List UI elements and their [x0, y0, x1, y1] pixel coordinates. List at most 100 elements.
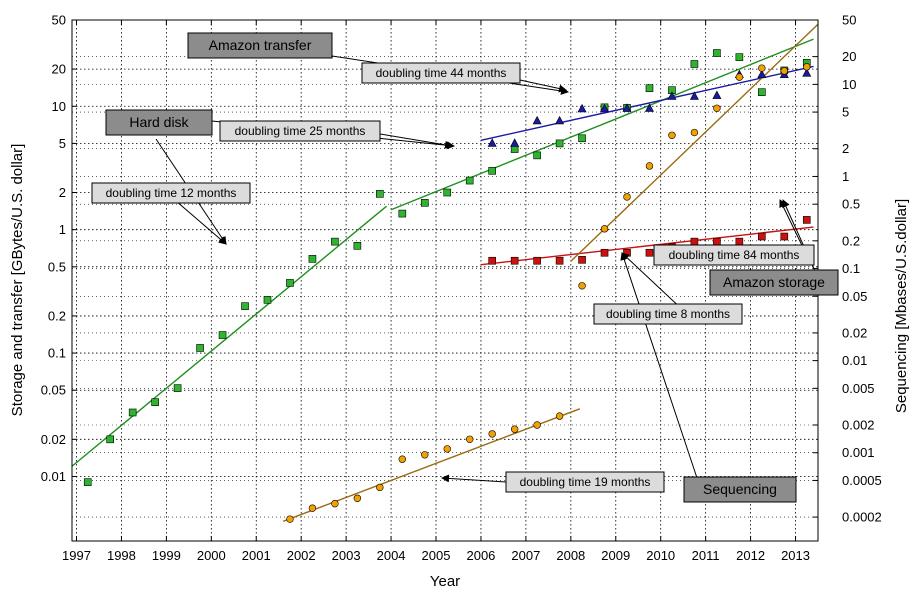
point-amazon-transfer	[622, 103, 632, 112]
svg-text:Hard disk: Hard disk	[129, 114, 189, 130]
x-tick-label: 2013	[781, 548, 810, 563]
y-right-tick-label: 0.01	[842, 353, 867, 368]
point-sequencing	[466, 435, 474, 443]
arrow-dt12	[175, 200, 227, 245]
x-tick-label: 2011	[692, 548, 720, 563]
point-sequencing	[488, 430, 496, 438]
point-amazon-storage	[488, 256, 496, 265]
point-hard-disk	[443, 188, 452, 197]
y-left-tick-label: 5	[59, 136, 66, 151]
point-amazon-transfer	[510, 138, 520, 147]
fit-line-sequencing	[570, 23, 819, 262]
point-hard-disk	[555, 139, 564, 148]
point-amazon-transfer	[757, 69, 767, 79]
point-sequencing	[443, 445, 451, 453]
point-amazon-transfer	[712, 90, 722, 99]
x-tick-label: 2008	[556, 548, 585, 563]
y-right-tick-label: 0.0002	[842, 510, 882, 525]
point-sequencing	[803, 63, 811, 71]
point-hard-disk	[735, 53, 744, 61]
point-amazon-transfer	[689, 91, 699, 100]
y-right-tick-label: 10	[842, 77, 856, 92]
x-tick-label: 2002	[287, 548, 316, 563]
point-hard-disk	[488, 166, 496, 175]
x-tick-label: 2004	[377, 548, 406, 563]
arrow-dt8	[621, 252, 686, 313]
point-hard-disk	[533, 151, 541, 160]
y-right-tick-label: 0.0005	[842, 473, 882, 488]
point-sequencing	[376, 483, 384, 492]
svg-text:doubling time 8 months: doubling time 8 months	[606, 307, 730, 321]
point-amazon-transfer	[802, 68, 812, 77]
svg-text:doubling time 19 months: doubling time 19 months	[520, 475, 651, 489]
label-dt25: doubling time 25 months	[219, 120, 381, 142]
label-amazon-transfer: Amazon transfer	[187, 32, 333, 59]
x-tick-label: 2003	[332, 548, 361, 563]
point-sequencing	[713, 104, 721, 112]
x-tick-label: 2000	[197, 548, 226, 563]
point-hard-disk	[218, 331, 227, 339]
y-right-tick-label: 1	[842, 169, 849, 184]
svg-text:doubling time 12 months: doubling time 12 months	[106, 186, 237, 200]
point-hard-disk	[713, 49, 721, 57]
label-sequencing: Sequencing	[683, 476, 797, 503]
y-right-tick-label: 0.1	[842, 261, 860, 276]
x-tick-label: 2012	[736, 548, 765, 563]
label-hard-disk: Hard disk	[105, 109, 213, 136]
y-left-tick-label: 0.02	[41, 432, 66, 447]
point-hard-disk	[173, 384, 182, 392]
grid	[72, 19, 818, 541]
point-amazon-storage	[645, 248, 654, 257]
point-sequencing	[398, 455, 407, 463]
point-hard-disk	[241, 302, 249, 310]
arrow-dt25	[379, 133, 453, 149]
x-tick-label: 2007	[511, 548, 540, 563]
x-tick-label: 2005	[422, 548, 451, 563]
point-hard-disk	[331, 237, 339, 246]
point-sequencing	[533, 421, 541, 429]
x-tick-label: 1999	[152, 548, 181, 563]
point-hard-disk	[758, 88, 766, 96]
point-amazon-transfer	[487, 138, 497, 147]
svg-text:Amazon transfer: Amazon transfer	[209, 37, 312, 53]
y-left-tick-label: 0.5	[48, 259, 66, 274]
y-left-axis-label: Storage and transfer [GBytes/U.S. dollar…	[9, 144, 26, 417]
data-markers	[83, 49, 812, 523]
point-sequencing	[645, 162, 654, 170]
point-hard-disk	[286, 279, 294, 287]
point-amazon-transfer	[600, 103, 610, 113]
x-tick-label: 2001	[242, 548, 271, 563]
point-hard-disk	[308, 255, 317, 263]
point-hard-disk	[398, 209, 407, 218]
point-sequencing	[600, 225, 609, 233]
svg-text:doubling time 84 months: doubling time 84 months	[669, 248, 800, 262]
svg-text:doubling time 44 months: doubling time 44 months	[376, 66, 507, 80]
x-tick-labels: 1997 1998 1999 2000 2001 2002 2003 2004 2005 2006…	[62, 548, 810, 563]
y-left-tick-label: 10	[52, 99, 66, 114]
label-dt12: doubling time 12 months	[91, 182, 251, 204]
y-right-tick-label: 0.001	[842, 445, 875, 460]
point-sequencing	[421, 451, 429, 459]
svg-text:Amazon storage: Amazon storage	[723, 274, 825, 290]
x-tick-label: 2009	[601, 548, 630, 563]
point-sequencing	[331, 499, 339, 508]
y-left-tick-label: 2	[59, 185, 66, 200]
fit-line-hard-disk	[390, 38, 814, 211]
point-hard-disk	[376, 190, 384, 198]
point-hard-disk	[128, 408, 137, 417]
point-amazon-storage	[780, 232, 789, 241]
point-amazon-storage	[735, 237, 744, 246]
point-hard-disk	[353, 242, 362, 250]
point-amazon-storage	[690, 237, 699, 246]
point-hard-disk	[420, 199, 429, 207]
y-right-tick-label: 0.02	[842, 325, 867, 340]
point-amazon-transfer	[532, 115, 542, 125]
y-left-tick-labels: 0.01 0.02 0.05 0.1 0.2 0.5 1 2 5 10 20 50	[41, 13, 66, 484]
y-left-tick-label: 0.2	[48, 308, 66, 323]
point-sequencing	[780, 67, 788, 75]
point-amazon-storage	[555, 256, 564, 265]
y-left-tick-label: 20	[52, 62, 66, 77]
point-hard-disk	[465, 176, 474, 185]
point-amazon-storage	[802, 216, 811, 224]
